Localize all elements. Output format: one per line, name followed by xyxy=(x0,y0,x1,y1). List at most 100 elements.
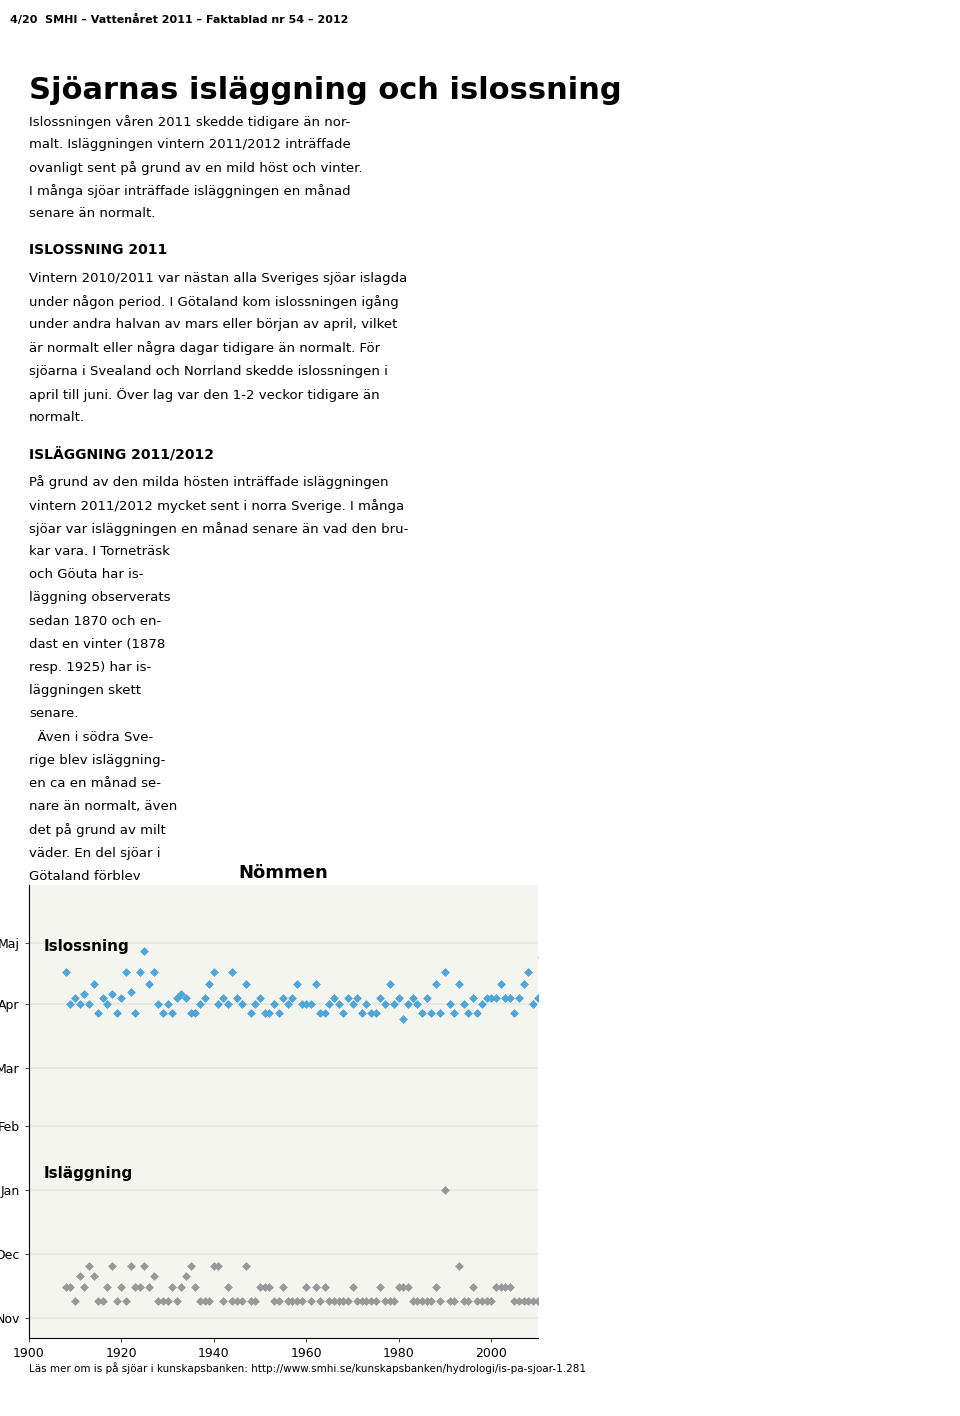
Point xyxy=(192,1290,207,1313)
Text: under andra halvan av mars eller början av april, vilket: under andra halvan av mars eller början … xyxy=(29,319,397,331)
Point xyxy=(317,1001,332,1024)
Point xyxy=(466,987,481,1010)
Point xyxy=(451,973,467,995)
Point xyxy=(164,1001,180,1024)
Point xyxy=(113,987,129,1010)
Point xyxy=(502,1276,517,1298)
Point xyxy=(530,987,545,1010)
Point xyxy=(77,1276,92,1298)
Point xyxy=(206,1255,222,1277)
Point xyxy=(364,1001,379,1024)
Point xyxy=(433,1290,448,1313)
Point xyxy=(62,993,78,1015)
Point xyxy=(128,1001,143,1024)
Point xyxy=(313,1001,328,1024)
Text: Isläggning: Isläggning xyxy=(44,1165,133,1181)
Point xyxy=(95,1290,110,1313)
Point xyxy=(520,960,536,983)
Point xyxy=(192,993,207,1015)
Point xyxy=(382,973,397,995)
Point xyxy=(95,987,110,1010)
Point xyxy=(234,993,250,1015)
Point xyxy=(266,993,281,1015)
Point xyxy=(368,1001,383,1024)
Point xyxy=(238,973,253,995)
Text: läggning observerats: läggning observerats xyxy=(29,592,170,605)
Point xyxy=(497,987,513,1010)
Point xyxy=(229,987,245,1010)
Point xyxy=(516,973,532,995)
Text: Islossningen våren 2011 skedde tidigare än nor-: Islossningen våren 2011 skedde tidigare … xyxy=(29,115,350,129)
Point xyxy=(280,1290,296,1313)
Text: ovanligt sent på grund av en mild höst och vinter.: ovanligt sent på grund av en mild höst o… xyxy=(29,161,362,176)
Point xyxy=(252,1276,268,1298)
Point xyxy=(285,1290,300,1313)
Point xyxy=(391,1276,406,1298)
Text: ISLOSSNING 2011: ISLOSSNING 2011 xyxy=(29,244,167,258)
Point xyxy=(262,1001,277,1024)
Point xyxy=(294,1290,309,1313)
Point xyxy=(313,1290,328,1313)
Text: senare.: senare. xyxy=(29,708,78,721)
Point xyxy=(535,946,550,969)
Text: Islossning: Islossning xyxy=(44,939,130,954)
Point xyxy=(202,973,217,995)
Point xyxy=(479,1290,494,1313)
Point xyxy=(497,1276,513,1298)
Point xyxy=(151,993,166,1015)
Point xyxy=(489,987,504,1010)
Point xyxy=(340,987,355,1010)
Point xyxy=(72,1264,87,1287)
Point xyxy=(391,987,406,1010)
Point xyxy=(105,1255,120,1277)
Point xyxy=(372,987,388,1010)
Point xyxy=(90,1290,106,1313)
Point xyxy=(160,993,176,1015)
Text: dast en vinter (1878: dast en vinter (1878 xyxy=(29,637,165,651)
Text: Vintern 2010/2011 var nästan alla Sveriges sjöar islagda: Vintern 2010/2011 var nästan alla Sverig… xyxy=(29,272,407,285)
Point xyxy=(456,1290,471,1313)
Point xyxy=(419,987,434,1010)
Point xyxy=(308,1276,324,1298)
Point xyxy=(220,993,235,1015)
Point xyxy=(100,993,115,1015)
Point xyxy=(525,993,540,1015)
Point xyxy=(82,1255,97,1277)
Point xyxy=(326,987,342,1010)
Point xyxy=(266,1290,281,1313)
Point xyxy=(461,1290,476,1313)
Point xyxy=(225,1290,240,1313)
Point xyxy=(331,1290,347,1313)
Point xyxy=(187,1276,203,1298)
Point xyxy=(492,973,508,995)
Point xyxy=(461,1001,476,1024)
Point xyxy=(248,993,263,1015)
Text: På grund av den milda hösten inträffade isläggningen: På grund av den milda hösten inträffade … xyxy=(29,476,388,490)
Point xyxy=(225,960,240,983)
Point xyxy=(446,1290,462,1313)
Text: rige blev isläggning-: rige blev isläggning- xyxy=(29,753,165,766)
Text: under någon period. I Götaland kom islossningen igång: under någon period. I Götaland kom islos… xyxy=(29,295,398,309)
Point xyxy=(484,1290,499,1313)
Point xyxy=(164,1276,180,1298)
Point xyxy=(132,1276,148,1298)
Point xyxy=(326,1290,342,1313)
Text: det på grund av milt: det på grund av milt xyxy=(29,823,165,837)
Point xyxy=(322,993,337,1015)
Point xyxy=(67,1290,83,1313)
Point xyxy=(317,1276,332,1298)
Point xyxy=(489,1276,504,1298)
Point xyxy=(387,1290,402,1313)
Point xyxy=(285,987,300,1010)
Point xyxy=(151,1290,166,1313)
Text: Läs mer om is på sjöar i kunskapsbanken: http://www.smhi.se/kunskapsbanken/hydro: Läs mer om is på sjöar i kunskapsbanken:… xyxy=(29,1362,586,1374)
Text: I många sjöar inträffade isläggningen en månad: I många sjöar inträffade isläggningen en… xyxy=(29,184,350,198)
Text: nare än normalt, även: nare än normalt, även xyxy=(29,800,177,813)
Point xyxy=(90,1001,106,1024)
Point xyxy=(400,993,416,1015)
Text: sjöarna i Svealand och Norrland skedde islossningen i: sjöarna i Svealand och Norrland skedde i… xyxy=(29,364,388,378)
Point xyxy=(469,1290,485,1313)
Point xyxy=(179,987,194,1010)
Point xyxy=(146,960,161,983)
Point xyxy=(187,1001,203,1024)
